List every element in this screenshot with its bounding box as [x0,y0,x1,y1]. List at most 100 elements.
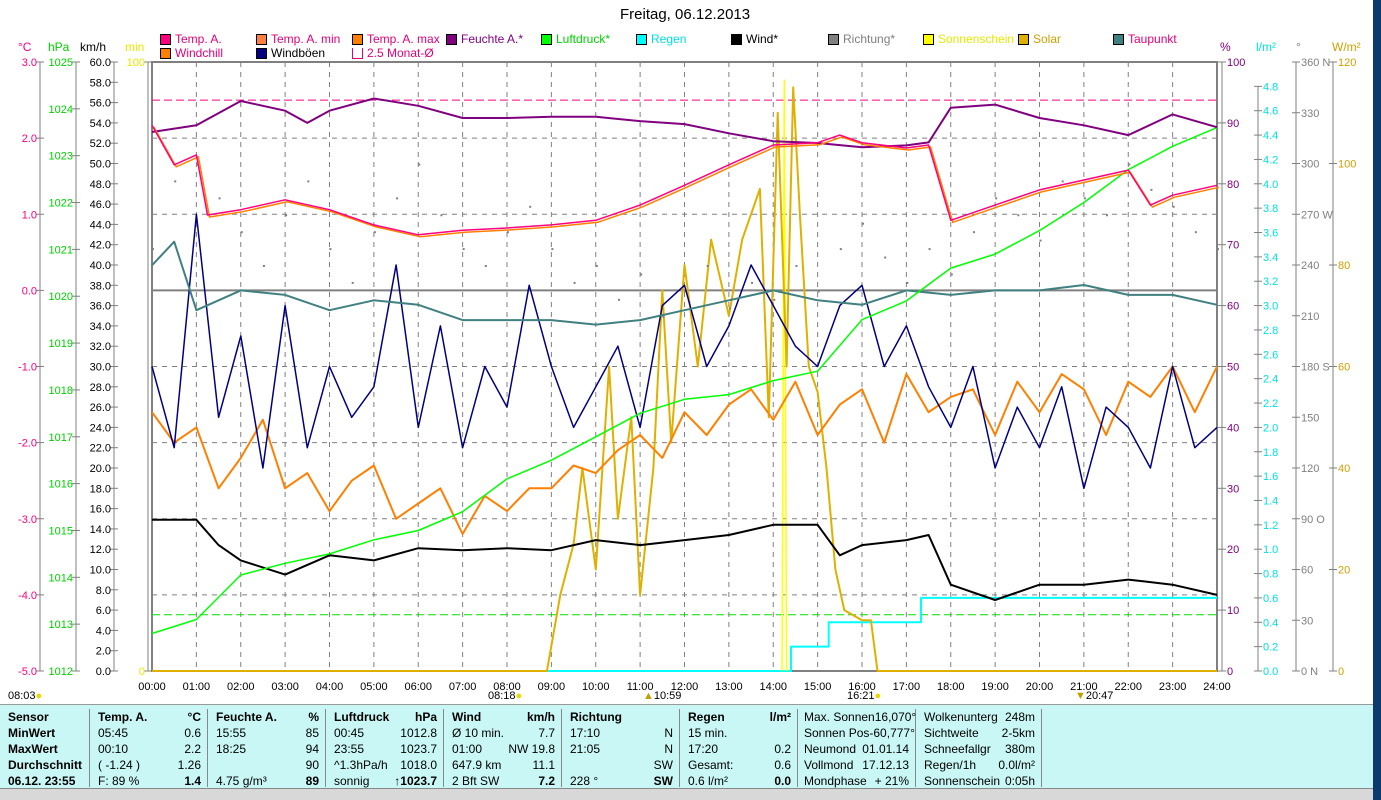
stats-header: Regen l/m² [682,709,797,725]
sun-event-time: 20:47 [1085,690,1114,702]
wind-tick-label: 58.0 [90,77,111,89]
temp-tick-label: -2.0 [18,438,37,450]
x-tick-label: 16:00 [848,681,876,693]
humidity-tick-label: 10 [1227,605,1239,617]
stats-cell-value: 380m [1004,742,1035,756]
legend-label: Windchill [175,46,224,60]
direction-unit: ° [1296,40,1301,54]
temp-tick-label: -5.0 [18,666,37,678]
direction-tick-label: 60 [1301,565,1313,577]
stats-cell-value: 11.1 [532,758,555,772]
stats-cell-value: 0.0 [774,774,791,788]
stats-header-label: Richtung [570,710,622,724]
stats-row: Mondphase + 21% [798,773,915,789]
sunmin-tick-label: 100 [127,57,145,69]
solar-unit: W/m² [1332,40,1361,54]
stats-cell-value: 17.12.13 [862,758,909,772]
legend-label: Temp. A. max [367,32,440,46]
stats-cell-value: N [664,726,673,740]
richtung-point [1150,188,1153,191]
richtung-point [484,265,487,267]
legend-swatch [731,33,742,45]
stats-cell-label: Mondphase [804,774,867,788]
richtung-point [906,281,909,284]
stats-cell-value: 85 [305,726,319,740]
pressure-tick-label: 1021 [49,244,73,256]
stats-cell-value: 2.2 [184,742,201,756]
stats-cell-value: 1018.0 [400,758,437,772]
wind-tick-label: 14.0 [90,524,111,536]
x-tick-label: 06:00 [404,681,432,693]
wind-tick-label: 12.0 [90,544,111,556]
stats-cell-label: 05:45 [98,726,129,740]
sun-event: ▲10:59 [643,690,681,702]
x-tick-label: 19:00 [981,681,1009,693]
rain-tick-label: 4.4 [1263,130,1278,142]
richtung-point [152,248,154,251]
richtung-point [529,205,532,208]
rain-unit: l/m² [1256,40,1276,54]
stats-cell-value: 1023.7 [400,742,437,756]
richtung-point [773,298,776,301]
direction-tick-label: 240 [1301,260,1319,272]
direction-tick-label: 210 [1301,311,1319,323]
stats-header-label: Luftdruck [334,710,390,724]
stats-row: 90 [210,757,325,773]
direction-tick-label: 90 O [1301,514,1325,526]
richtung-point [307,180,310,183]
richtung-point [1039,239,1042,242]
richtung-point [839,248,842,251]
temp-tick-label: -1.0 [18,362,37,374]
stats-row: 01:00 NW 19.8 [446,741,561,757]
sun-event-time: 08:03 [8,690,36,702]
stats-cell-label: Neumond [804,742,857,756]
richtung-point [640,273,643,276]
legend-swatch [923,33,934,45]
stats-row: 05:45 0.6 [92,725,207,741]
stats-row: Schneefallgr 380m [918,741,1041,757]
stats-cell-value: 7.7 [538,726,555,740]
humidity-tick-label: 70 [1227,240,1239,252]
stats-cell-value: 1012.8 [400,726,437,740]
stats-cell-value: 248m [1004,710,1035,724]
stats-temp-column: Temp. A. °C 05:45 0.6 00:10 2.2( -1.24 ) 1.26 F… [92,709,208,788]
stats-cell-label: 17:20 [688,742,719,756]
x-tick-label: 24:00 [1203,681,1231,693]
wind-tick-label: 20.0 [90,463,111,475]
wind-tick-label: 30.0 [90,362,111,374]
richtung-point [1194,231,1197,234]
pressure-tick-label: 1015 [49,525,73,537]
weather-chart: 3.02.01.00.0-1.0-2.0-3.0-4.0-5.010251024… [18,57,1356,693]
legend-item: Windchill [160,46,223,60]
legend-label: Feuchte A.* [461,32,524,46]
legend-item: Windböen [256,46,325,60]
stats-header: Wind km/h [446,709,561,725]
legend-swatch [828,33,839,45]
stats-cell-value: 1.26 [177,758,201,772]
stats-row: 23:55 1023.7 [328,741,443,757]
stats-cell-label: 647.9 km [452,758,502,772]
richtung-point [1017,214,1020,217]
rain-tick-label: 2.8 [1263,325,1278,337]
temp-unit: °C [18,40,32,54]
richtung-point [462,248,465,251]
stats-cell-label: 15:55 [216,726,247,740]
richtung-point [174,180,177,183]
stats-cell-label: 0.6 l/m² [688,774,729,788]
richtung-point [1106,214,1109,217]
stats-row-label: MinWert [8,726,56,740]
stats-wind-column: Wind km/h Ø 10 min. 7.7 01:00 NW 19.8 647.9 km… [446,709,562,788]
wind-tick-label: 54.0 [90,118,111,130]
temp-tick-label: 2.0 [22,133,37,145]
stats-cell-value: 2-5km [1001,726,1035,740]
stats-cell-value: 7.2 [538,774,555,788]
rain-tick-label: 0.4 [1263,617,1278,629]
x-tick-label: 08:00 [493,681,521,693]
richtung-point [551,248,554,251]
wind-tick-label: 38.0 [90,280,111,292]
moonrise-icon: ▲ [643,690,654,702]
legend-label: Solar [1033,32,1062,46]
stats-cell-label: Sonnen Pos [804,726,870,740]
x-tick-label: 05:00 [360,681,388,693]
stats-row: 21:05 N [564,741,679,757]
